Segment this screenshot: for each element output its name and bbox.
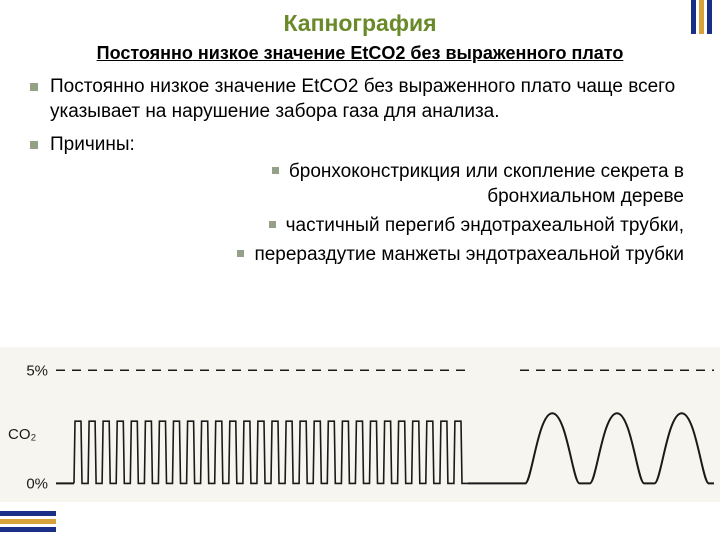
- decor-stripes-bottom: [0, 511, 56, 532]
- slide-subtitle: Постоянно низкое значение EtCO2 без выра…: [26, 43, 694, 64]
- svg-text:5%: 5%: [26, 362, 48, 379]
- bullet-icon: [272, 167, 279, 174]
- bullet-icon: [237, 250, 244, 257]
- stripe: [691, 0, 696, 34]
- sub-bullet-item: частичный перегиб эндотрахеальной трубки…: [50, 213, 694, 238]
- sub-bullet-text: частичный перегиб эндотрахеальной трубки…: [286, 215, 684, 236]
- stripe: [707, 0, 712, 34]
- sub-bullet-text: перераздутие манжеты эндотрахеальной тру…: [254, 244, 684, 265]
- bullet-list: Постоянно низкое значение EtCO2 без выра…: [26, 74, 694, 268]
- sub-bullet-list: бронхоконстрикция или скопление секрета …: [50, 159, 694, 267]
- stripe: [0, 519, 56, 524]
- decor-stripes-top: [691, 0, 712, 34]
- bullet-item: Причины: бронхоконстрикция или скопление…: [30, 132, 694, 267]
- sub-bullet-item: бронхоконстрикция или скопление секрета …: [50, 159, 694, 209]
- svg-text:0%: 0%: [26, 475, 48, 492]
- stripe: [0, 511, 56, 516]
- bullet-item: Постоянно низкое значение EtCO2 без выра…: [30, 74, 694, 124]
- stripe: [0, 527, 56, 532]
- svg-text:CO₂: CO₂: [8, 426, 37, 443]
- capnography-chart: 5% 0% CO₂: [0, 347, 720, 502]
- sub-bullet-item: перераздутие манжеты эндотрахеальной тру…: [50, 242, 694, 267]
- bullet-icon: [269, 221, 276, 228]
- slide-title: Капнография: [26, 10, 694, 37]
- stripe: [699, 0, 704, 34]
- sub-bullet-text: бронхоконстрикция или скопление секрета …: [289, 161, 684, 207]
- bullet-text: Причины:: [50, 134, 135, 155]
